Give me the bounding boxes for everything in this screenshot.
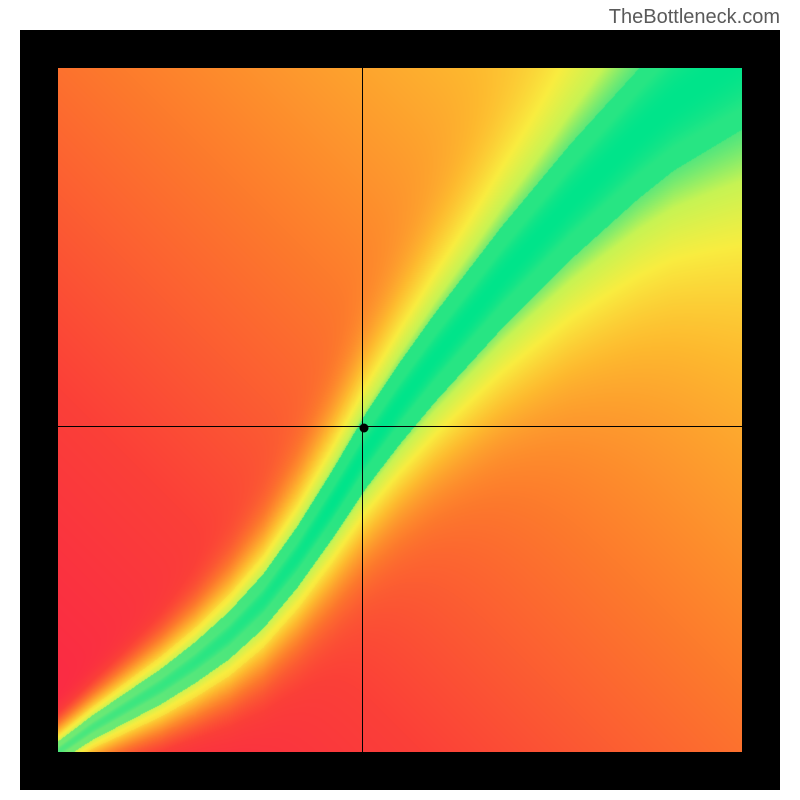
data-point-marker (360, 423, 369, 432)
heatmap-canvas (58, 68, 742, 752)
crosshair-vertical (362, 68, 363, 752)
heatmap-plot (58, 68, 742, 752)
watermark: TheBottleneck.com (609, 6, 780, 29)
chart-frame (20, 30, 780, 790)
crosshair-horizontal (58, 426, 742, 427)
